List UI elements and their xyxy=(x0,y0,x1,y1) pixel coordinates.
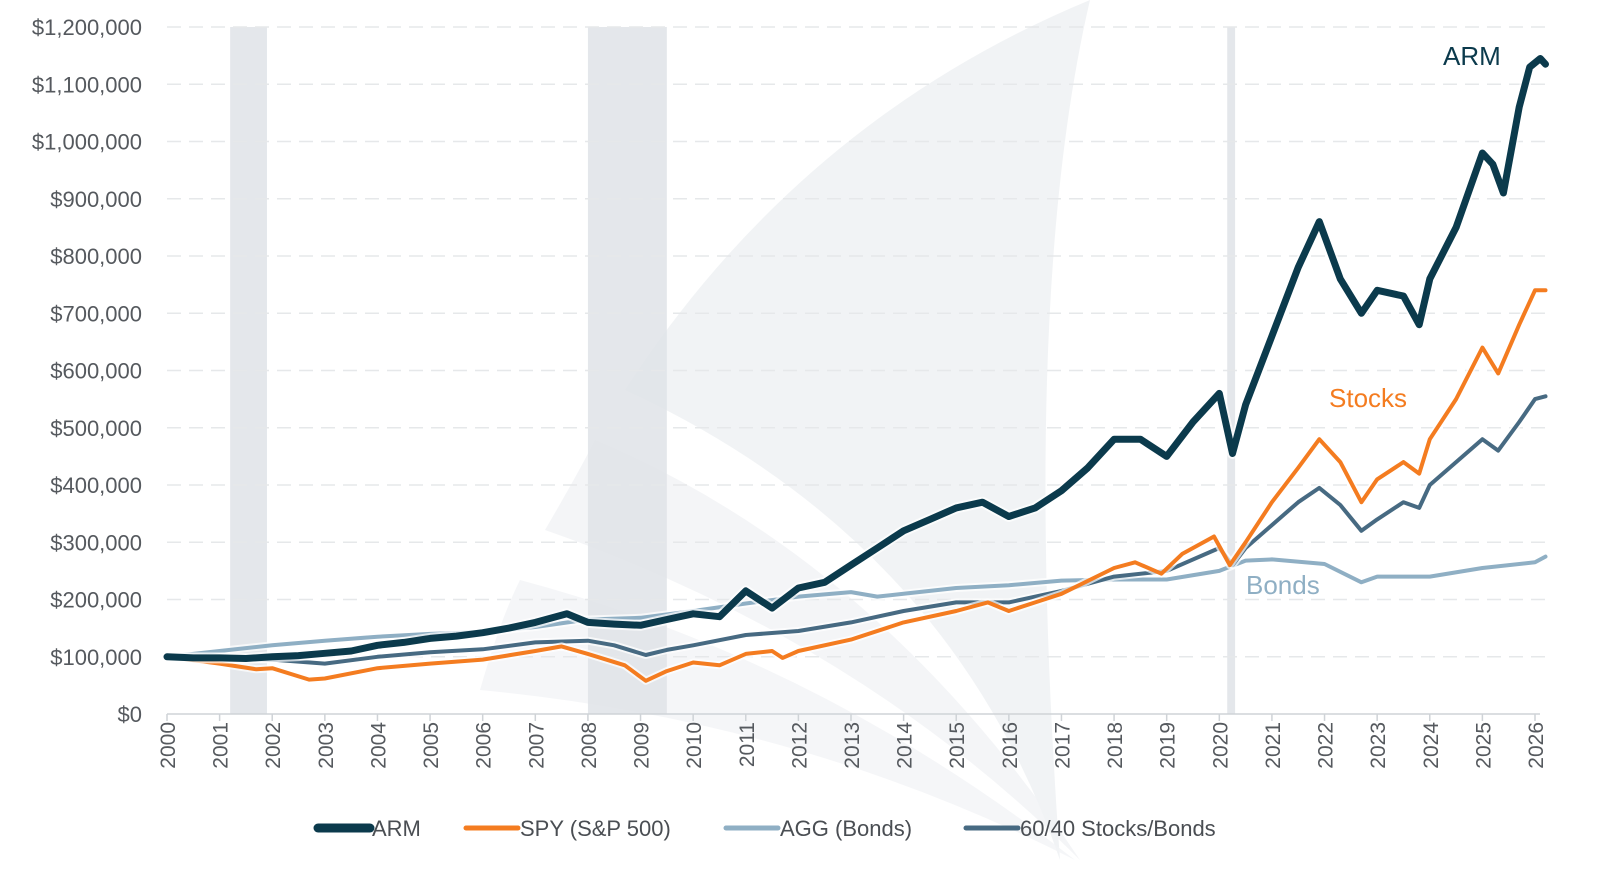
legend: ARM SPY (S&P 500) AGG (Bonds) 60/40 Stocks/… xyxy=(313,816,1216,841)
series-annotation: Bonds xyxy=(1246,570,1320,600)
y-tick-label: $100,000 xyxy=(50,645,142,670)
x-tick-label: 2010 xyxy=(683,722,706,769)
y-tick-label: $400,000 xyxy=(50,473,142,498)
x-tick-label: 2020 xyxy=(1209,722,1232,769)
x-tick-label: 2000 xyxy=(157,722,180,769)
series-annotation: ARM xyxy=(1443,41,1501,71)
x-tick-label: 2023 xyxy=(1367,722,1390,769)
series-line-arm xyxy=(163,55,1549,662)
x-tick-label: 2011 xyxy=(736,722,759,767)
legend-label: ARM xyxy=(372,816,421,841)
x-tick-label: 2022 xyxy=(1315,722,1338,769)
x-tick-label: 2017 xyxy=(1051,722,1074,769)
y-tick-label: $800,000 xyxy=(50,244,142,269)
x-tick-label: 2024 xyxy=(1420,722,1443,769)
x-tick-label: 2002 xyxy=(262,722,285,769)
legend-item: AGG (Bonds) xyxy=(723,816,912,841)
x-tick-label: 2004 xyxy=(367,722,390,769)
x-tick-label: 2021 xyxy=(1262,722,1285,769)
x-tick-label: 2009 xyxy=(631,722,654,769)
x-tick-label: 2006 xyxy=(473,722,496,769)
x-tick-label: 2026 xyxy=(1525,722,1548,769)
x-tick-label: 2015 xyxy=(946,722,969,769)
x-tick-label: 2014 xyxy=(894,722,917,769)
x-tick-label: 2016 xyxy=(999,722,1022,769)
series-line-spy-s-p-500- xyxy=(165,288,1548,683)
x-tick-label: 2018 xyxy=(1104,722,1127,769)
y-tick-label: $900,000 xyxy=(50,187,142,212)
legend-label: AGG (Bonds) xyxy=(780,816,912,841)
y-tick-label: $500,000 xyxy=(50,416,142,441)
y-tick-label: $300,000 xyxy=(50,530,142,555)
legend-label: 60/40 Stocks/Bonds xyxy=(1020,816,1216,841)
x-tick-label: 2013 xyxy=(841,722,864,769)
x-tick-label: 2003 xyxy=(315,722,338,769)
series-annotation: Stocks xyxy=(1329,383,1407,413)
y-tick-label: $0 xyxy=(118,702,142,727)
y-tick-label: $1,100,000 xyxy=(32,72,142,97)
legend-item: 60/40 Stocks/Bonds xyxy=(963,816,1216,841)
legend-item: ARM xyxy=(313,816,421,841)
legend-item: SPY (S&P 500) xyxy=(463,816,671,841)
y-tick-label: $1,000,000 xyxy=(32,130,142,155)
x-tick-label: 2001 xyxy=(210,722,233,769)
x-tick-label: 2008 xyxy=(578,722,601,769)
x-tick-label: 2025 xyxy=(1472,722,1495,769)
y-tick-label: $700,000 xyxy=(50,301,142,326)
y-tick-label: $200,000 xyxy=(50,588,142,613)
y-tick-label: $600,000 xyxy=(50,359,142,384)
x-tick-label: 2012 xyxy=(788,722,811,769)
x-tick-label: 2005 xyxy=(420,722,443,769)
y-tick-label: $1,200,000 xyxy=(32,15,142,40)
x-tick-label: 2019 xyxy=(1157,722,1180,769)
legend-label: SPY (S&P 500) xyxy=(520,816,671,841)
x-tick-label: 2007 xyxy=(525,722,548,769)
